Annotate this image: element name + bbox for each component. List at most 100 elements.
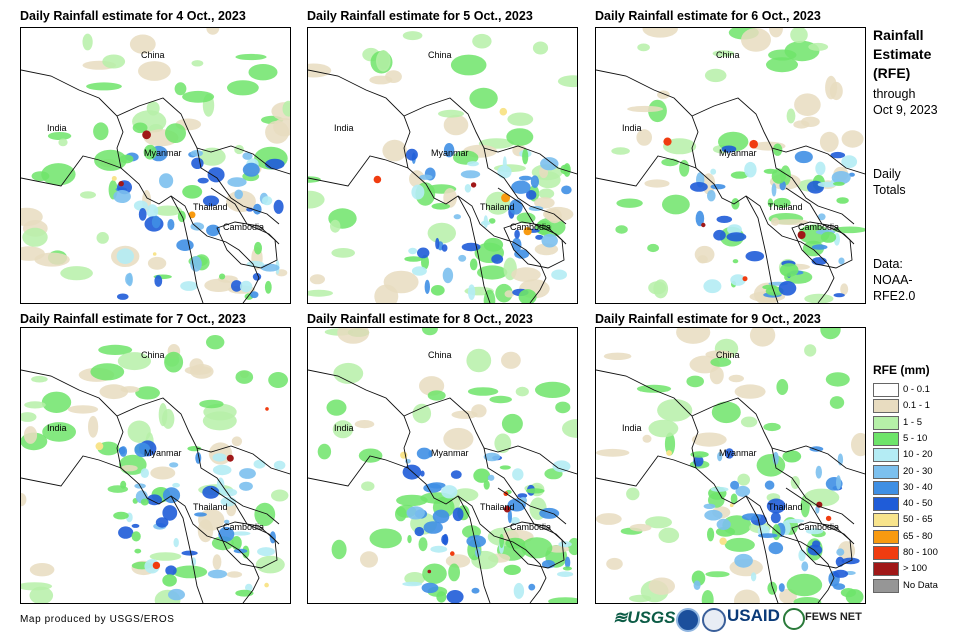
- country-label-india: India: [47, 423, 67, 433]
- country-label-china: China: [428, 50, 452, 60]
- rainfall-field: [596, 328, 865, 603]
- legend-label: > 100: [903, 563, 928, 575]
- map-canvas: China India Myanmar Thailand Cambodia: [21, 335, 290, 603]
- legend-item: > 100: [873, 562, 963, 577]
- legend-item: 10 - 20: [873, 448, 963, 463]
- rainfall-field: [317, 328, 577, 603]
- country-borders: [21, 69, 290, 303]
- country-label-cambodia: Cambodia: [798, 522, 839, 532]
- country-borders: [596, 69, 865, 303]
- country-label-myanmar: Myanmar: [144, 448, 182, 458]
- through-label: through: [873, 87, 916, 101]
- country-label-cambodia: Cambodia: [510, 222, 551, 232]
- daily-label: Daily: [873, 167, 901, 181]
- country-label-india: India: [334, 423, 354, 433]
- daily-totals: Daily Totals: [873, 166, 906, 198]
- legend-item: 5 - 10: [873, 431, 963, 446]
- noaa-logo-icon: [676, 608, 700, 632]
- data-source-1: NOAA-: [873, 273, 913, 287]
- country-label-thailand: Thailand: [768, 502, 803, 512]
- country-label-thailand: Thailand: [193, 202, 228, 212]
- legend-title: RFE (mm): [873, 363, 930, 377]
- data-label: Data:: [873, 257, 903, 271]
- country-label-china: China: [716, 50, 740, 60]
- logos: ≋USGS USAID FEWS NET: [613, 606, 868, 634]
- panel-title-2: Daily Rainfall estimate for 5 Oct., 2023: [307, 9, 533, 23]
- legend-item: 80 - 100: [873, 546, 963, 560]
- legend-item: 0.1 - 1: [873, 399, 963, 414]
- legend-label: No Data: [903, 579, 938, 591]
- legend-item: 0 - 0.1: [873, 383, 963, 397]
- country-label-cambodia: Cambodia: [223, 222, 264, 232]
- data-source-2: RFE2.0: [873, 289, 916, 303]
- country-label-india: India: [622, 123, 642, 133]
- rfe-title-line2: Estimate: [873, 46, 932, 62]
- legend-swatch: [873, 464, 899, 479]
- legend-swatch: [873, 578, 899, 593]
- legend-swatch: [873, 415, 899, 430]
- legend-label: 40 - 50: [903, 498, 933, 510]
- legend-item: 1 - 5: [873, 415, 963, 430]
- country-label-myanmar: Myanmar: [719, 448, 757, 458]
- doi-seal-icon: [702, 608, 726, 632]
- rainfall-map-9-oct: China India Myanmar Thailand Cambodia: [595, 327, 866, 604]
- totals-label: Totals: [873, 183, 906, 197]
- country-label-china: China: [716, 350, 740, 360]
- country-borders: [308, 369, 577, 603]
- rfe-title-line1: Rainfall: [873, 27, 924, 43]
- country-label-india: India: [47, 123, 67, 133]
- rainfall-field: [21, 28, 290, 300]
- country-label-thailand: Thailand: [193, 502, 228, 512]
- map-canvas: China India Myanmar Thailand Cambodia: [596, 328, 865, 603]
- rainfall-map-8-oct: China India Myanmar Thailand Cambodia: [307, 327, 578, 604]
- country-label-china: China: [141, 50, 165, 60]
- through-date: Oct 9, 2023: [873, 103, 938, 117]
- country-label-myanmar: Myanmar: [431, 448, 469, 458]
- legend-item: No Data: [873, 578, 963, 593]
- country-label-thailand: Thailand: [768, 202, 803, 212]
- country-label-cambodia: Cambodia: [798, 222, 839, 232]
- panel-title-1: Daily Rainfall estimate for 4 Oct., 2023: [20, 9, 246, 23]
- legend-label: 20 - 30: [903, 465, 933, 477]
- fewsnet-logo: FEWS NET: [805, 611, 862, 623]
- legend-swatch: [873, 431, 899, 446]
- legend-label: 50 - 65: [903, 514, 933, 526]
- legend-item: 30 - 40: [873, 480, 963, 495]
- legend-swatch: [873, 399, 899, 414]
- country-label-myanmar: Myanmar: [719, 148, 757, 158]
- country-label-india: India: [334, 123, 354, 133]
- usaid-logo: USAID: [727, 606, 780, 625]
- legend-label: 80 - 100: [903, 547, 938, 558]
- legend-swatch: [873, 513, 899, 528]
- rainfall-field: [308, 31, 577, 303]
- legend-label: 5 - 10: [903, 432, 928, 444]
- country-label-myanmar: Myanmar: [431, 148, 469, 158]
- legend-label: 0 - 0.1: [903, 384, 930, 395]
- legend-swatch: [873, 480, 899, 495]
- legend-label: 65 - 80: [903, 530, 933, 542]
- panel-title-6: Daily Rainfall estimate for 9 Oct., 2023: [595, 312, 821, 326]
- country-label-cambodia: Cambodia: [223, 522, 264, 532]
- country-label-thailand: Thailand: [480, 202, 515, 212]
- legend-item: 20 - 30: [873, 464, 963, 479]
- country-label-myanmar: Myanmar: [144, 148, 182, 158]
- panel-title-5: Daily Rainfall estimate for 8 Oct., 2023: [307, 312, 533, 326]
- country-label-cambodia: Cambodia: [510, 522, 551, 532]
- rfe-through: through Oct 9, 2023: [873, 86, 938, 118]
- panel-title-3: Daily Rainfall estimate for 6 Oct., 2023: [595, 9, 821, 23]
- legend-label: 0.1 - 1: [903, 400, 930, 412]
- rfe-title: Rainfall Estimate (RFE): [873, 26, 931, 83]
- legend-swatch: [873, 383, 899, 397]
- legend-swatch: [873, 497, 899, 512]
- credit-text: Map produced by USGS/EROS: [20, 614, 175, 625]
- rainfall-field: [611, 28, 865, 303]
- data-source: Data: NOAA- RFE2.0: [873, 256, 915, 304]
- country-label-china: China: [141, 350, 165, 360]
- panel-title-4: Daily Rainfall estimate for 7 Oct., 2023: [20, 312, 246, 326]
- legend-swatch: [873, 562, 899, 577]
- legend-swatch: [873, 546, 899, 560]
- usgs-logo: ≋USGS: [613, 608, 676, 627]
- rainfall-map-6-oct: China India Myanmar Thailand Cambodia: [595, 27, 866, 304]
- rainfall-field: [21, 335, 289, 603]
- rainfall-map-5-oct: China India Myanmar Thailand Cambodia: [307, 27, 578, 304]
